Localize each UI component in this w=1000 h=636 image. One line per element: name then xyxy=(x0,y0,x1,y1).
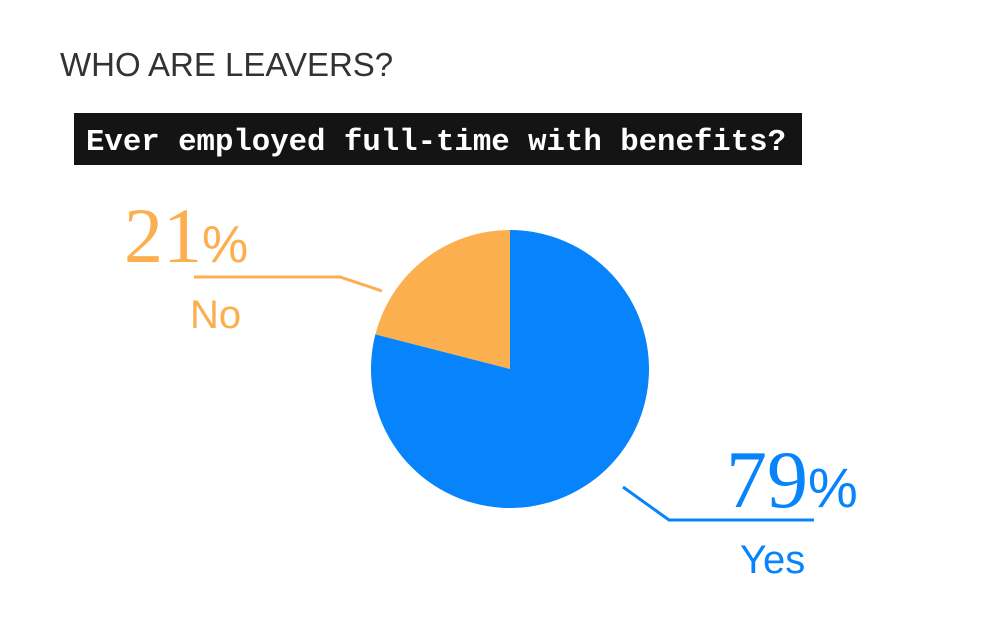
percent-label-yes: 79% xyxy=(726,434,858,525)
pie-slices xyxy=(371,230,650,509)
pie-slice-no xyxy=(375,230,510,369)
page-title: WHO ARE LEAVERS? xyxy=(60,46,393,83)
chart-subtitle: Ever employed full-time with benefits? xyxy=(86,125,786,160)
category-label-no: No xyxy=(190,293,241,337)
leader-line-yes xyxy=(622,485,814,522)
leader-line-no xyxy=(194,275,383,293)
pie-slice-yes xyxy=(371,230,650,509)
subtitle-banner xyxy=(74,113,802,165)
category-label-yes: Yes xyxy=(740,538,805,582)
percent-label-no: 21% xyxy=(124,192,248,279)
